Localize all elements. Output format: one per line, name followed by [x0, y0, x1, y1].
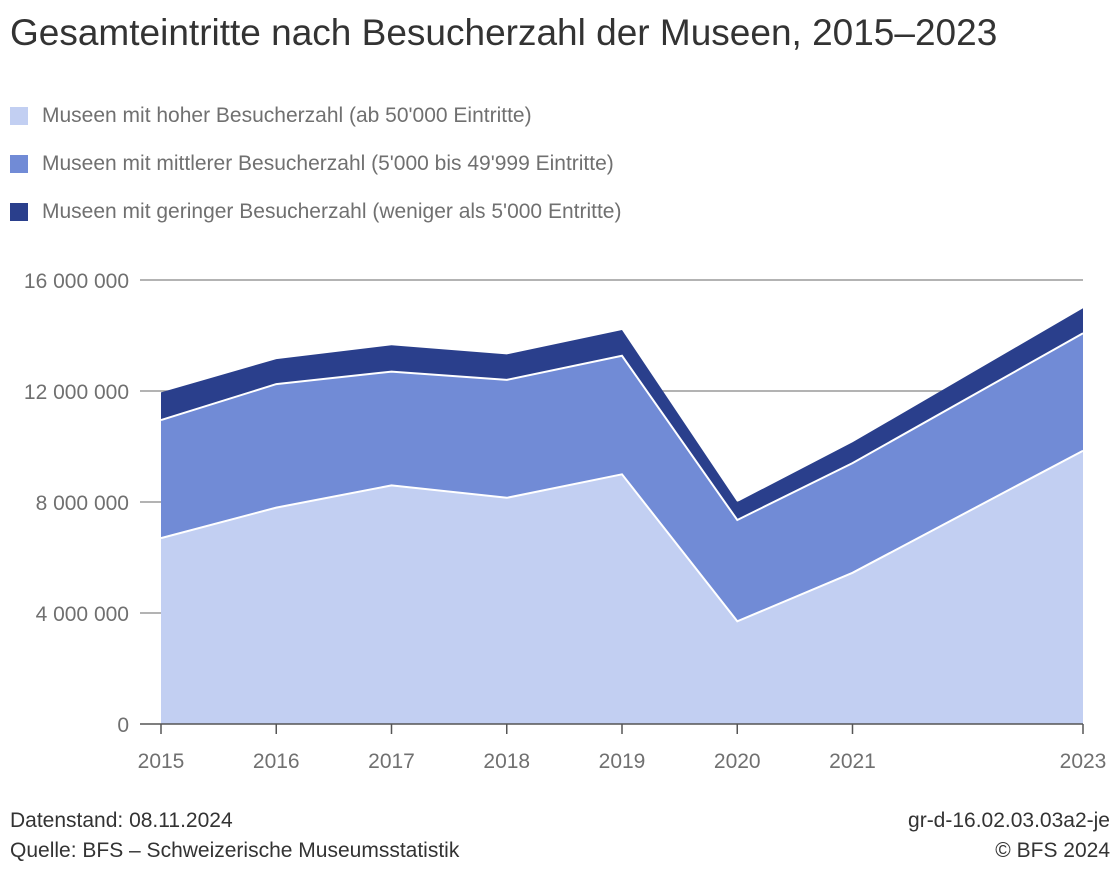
y-tick-label-1: 4 000 000 — [36, 603, 129, 626]
footer-left: Datenstand: 08.11.2024 Quelle: BFS – Sch… — [10, 806, 459, 866]
y-tick-label-3: 12 000 000 — [24, 381, 129, 404]
legend-swatch-medium — [10, 155, 28, 173]
chart-title: Gesamteintritte nach Besucherzahl der Mu… — [10, 12, 998, 53]
data-date: Datenstand: 08.11.2024 — [10, 809, 233, 832]
x-tick-label-5: 2020 — [714, 750, 761, 773]
data-source: Quelle: BFS – Schweizerische Museumsstat… — [10, 839, 460, 862]
copyright: © BFS 2024 — [995, 839, 1110, 862]
area-series-2 — [161, 308, 1083, 520]
x-tick-label-6: 2021 — [829, 750, 876, 773]
area-series-1 — [161, 333, 1083, 622]
legend-item-medium: Museen mit mittlerer Besucherzahl (5'000… — [10, 140, 621, 188]
x-tick-label-0: 2015 — [138, 750, 185, 773]
area-series-0 — [161, 450, 1083, 724]
legend-label-high: Museen mit hoher Besucherzahl (ab 50'000… — [42, 104, 532, 127]
series-boundary-0 — [160, 449, 1084, 623]
y-tick-label-0: 0 — [117, 714, 129, 737]
y-tick-label-4: 16 000 000 — [24, 270, 129, 293]
legend-swatch-high — [10, 107, 28, 125]
legend: Museen mit hoher Besucherzahl (ab 50'000… — [10, 92, 621, 236]
legend-label-medium: Museen mit mittlerer Besucherzahl (5'000… — [42, 152, 614, 175]
legend-item-low: Museen mit geringer Besucherzahl (wenige… — [10, 188, 621, 236]
legend-label-low: Museen mit geringer Besucherzahl (wenige… — [42, 200, 622, 223]
series-boundary-1 — [160, 332, 1084, 522]
chart-id: gr-d-16.02.03.03a2-je — [908, 809, 1110, 832]
y-tick-label-2: 8 000 000 — [36, 492, 129, 515]
x-tick-label-3: 2018 — [483, 750, 530, 773]
footer-right: gr-d-16.02.03.03a2-je © BFS 2024 — [908, 806, 1110, 866]
legend-swatch-low — [10, 203, 28, 221]
x-tick-label-2: 2017 — [368, 750, 415, 773]
x-tick-label-4: 2019 — [599, 750, 646, 773]
legend-item-high: Museen mit hoher Besucherzahl (ab 50'000… — [10, 92, 621, 140]
x-tick-label-7: 2023 — [1060, 750, 1107, 773]
x-tick-label-1: 2016 — [253, 750, 300, 773]
